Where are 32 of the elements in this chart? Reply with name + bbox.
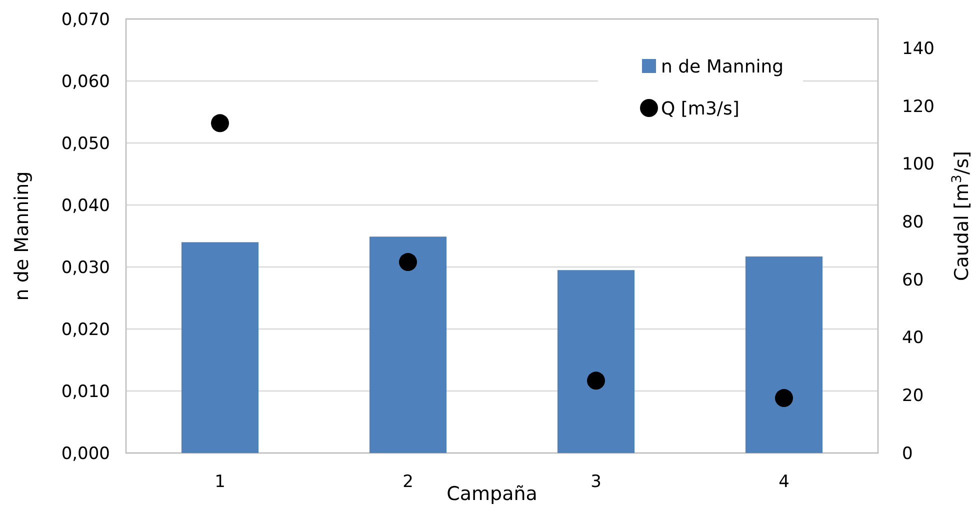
x-tick-label: 1 <box>214 472 226 492</box>
y2-tick-label: 40 <box>902 328 924 348</box>
y-axis-title: n de Manning <box>11 171 33 301</box>
y2-tick-label: 60 <box>902 270 924 290</box>
x-tick-label: 4 <box>778 472 790 492</box>
bar <box>557 270 635 453</box>
point <box>211 114 229 132</box>
y-tick-label: 0,070 <box>61 10 110 30</box>
point <box>587 372 605 390</box>
x-axis-title: Campaña <box>446 483 538 505</box>
bar <box>369 236 447 453</box>
y-tick-label: 0,040 <box>61 196 110 216</box>
y-tick-label: 0,030 <box>61 258 110 278</box>
point <box>399 253 417 272</box>
y2-tick-label: 80 <box>902 212 924 232</box>
bar <box>181 242 259 453</box>
legend-label: n de Manning <box>661 56 784 78</box>
point <box>775 389 793 408</box>
legend-label: Q [m3/s] <box>661 98 740 120</box>
y2-tick-label: 140 <box>902 38 934 59</box>
y-tick-label: 0,020 <box>61 320 110 340</box>
y-tick-label: 0,010 <box>61 382 110 402</box>
x-tick-label: 2 <box>402 472 414 492</box>
y2-tick-label: 0 <box>902 444 913 464</box>
y-tick-label: 0,000 <box>61 444 110 464</box>
y-tick-label: 0,060 <box>61 72 110 92</box>
x-tick-label: 3 <box>590 472 602 492</box>
y2-tick-label: 120 <box>902 96 934 117</box>
y-tick-label: 0,050 <box>61 134 110 154</box>
bar <box>745 256 823 453</box>
y2-tick-label: 20 <box>902 386 924 406</box>
y2-tick-label: 100 <box>902 154 934 175</box>
